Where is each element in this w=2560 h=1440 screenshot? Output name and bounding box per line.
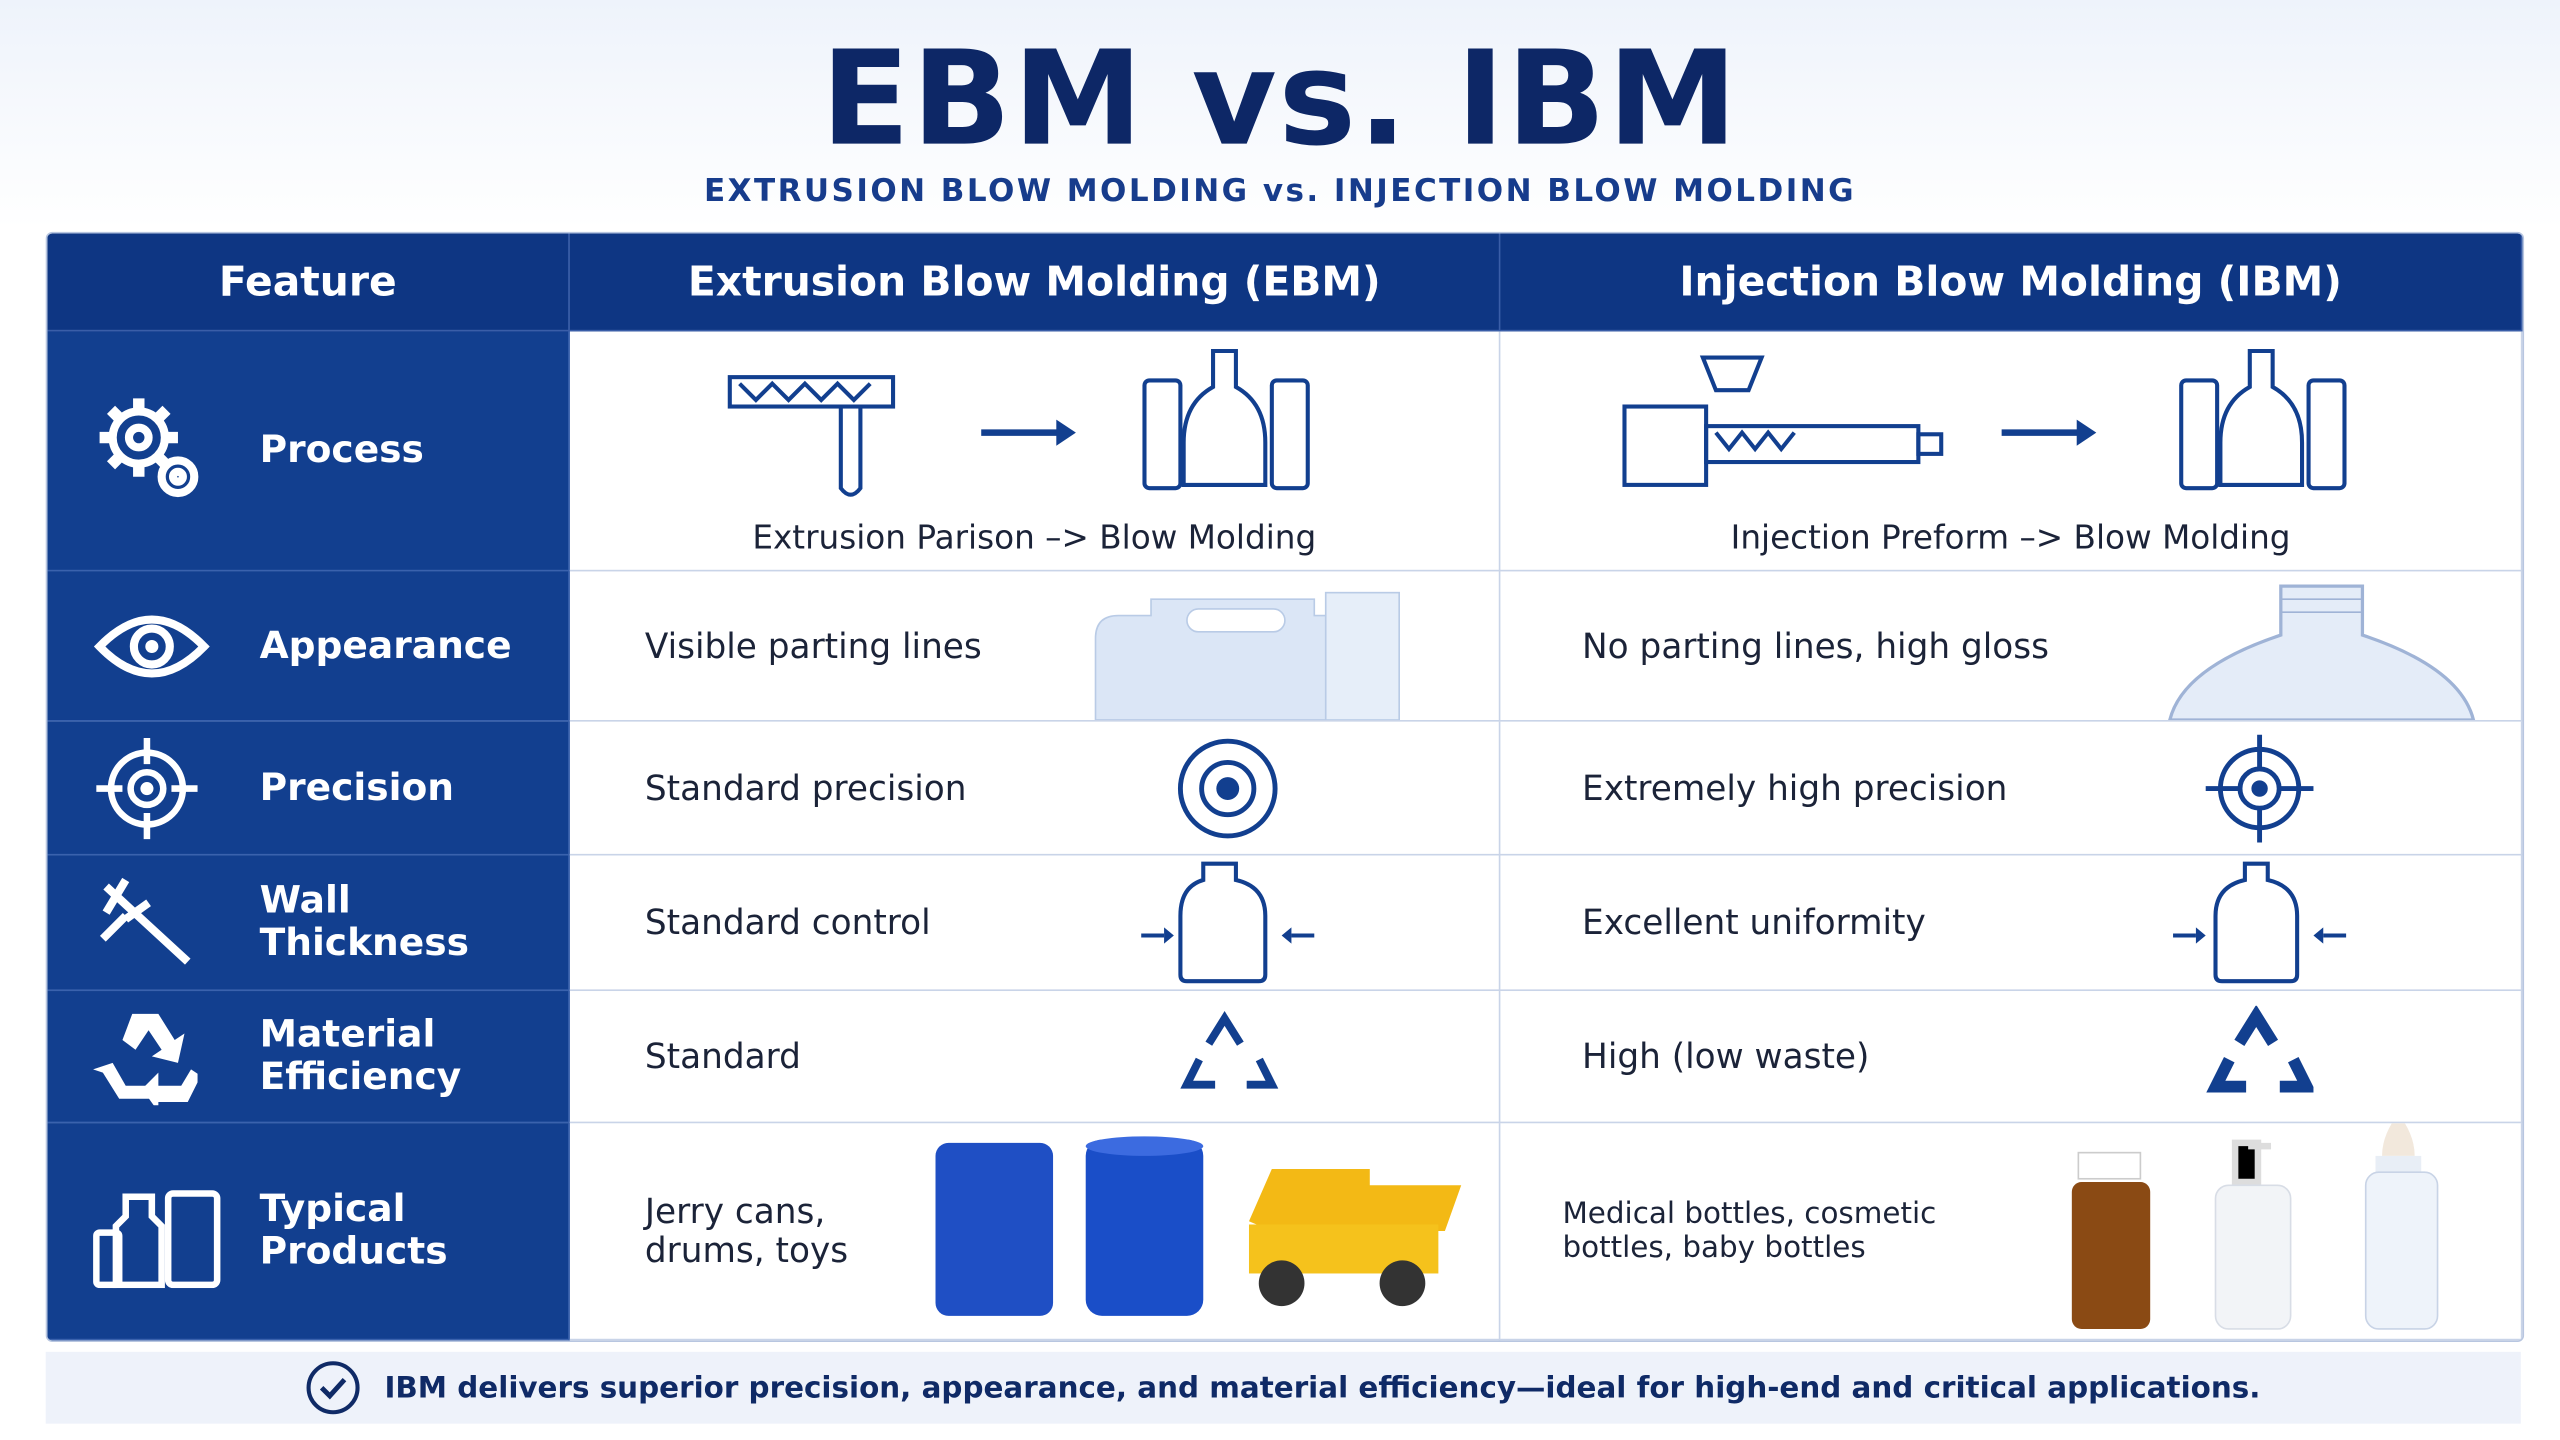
process-caption: Injection Preform –> Blow Molding <box>1730 517 2291 557</box>
feature-label: Wall Thickness <box>259 879 469 965</box>
recycle-icon <box>93 1013 198 1106</box>
process-caption: Extrusion Parison –> Blow Molding <box>752 517 1317 557</box>
feature-cell: Typical Products <box>47 1123 570 1341</box>
ebm-process-diagram <box>727 348 1310 497</box>
ibm-cell: Extremely high precision <box>1500 721 2523 856</box>
bottle-image <box>2168 584 2476 720</box>
cell-text: Visible parting lines <box>644 626 982 666</box>
title: EBM vs. IBM <box>820 22 1740 175</box>
cell-text: Standard precision <box>644 768 967 808</box>
ibm-cell: Injection Preform –> Blow Molding <box>1500 331 2523 572</box>
feature-label: Precision <box>259 766 455 809</box>
ebm-cell: Standard <box>569 991 1501 1124</box>
feature-label: Process <box>259 429 424 472</box>
footer-note: IBM delivers superior precision, appeara… <box>45 1351 2521 1424</box>
cell-text: Excellent uniformity <box>1582 902 1926 943</box>
column-header: Feature <box>47 233 570 332</box>
jerrycan-image <box>1094 591 1400 720</box>
footer-text: IBM delivers superior precision, appeara… <box>384 1370 2261 1405</box>
cell-text: Extremely high precision <box>1582 768 2008 808</box>
cell-text: High (low waste) <box>1582 1036 1870 1076</box>
wall-thickness-icon <box>1141 861 1315 984</box>
feature-cell: Precision <box>47 721 570 856</box>
feature-cell: Material Efficiency <box>47 991 570 1124</box>
ibm-cell: Excellent uniformity <box>1500 855 2523 992</box>
eye-icon <box>93 614 210 677</box>
products-icon <box>93 1190 221 1289</box>
ebm-cell: Visible parting lines <box>569 571 1501 722</box>
ibm-cell: Medical bottles, cosmetic bottles, baby … <box>1500 1123 2523 1341</box>
ibm-process-diagram <box>1622 348 2347 491</box>
gear-icon <box>99 398 199 498</box>
ebm-cell: Standard control <box>569 855 1501 992</box>
column-header: Extrusion Blow Molding (EBM) <box>569 233 1501 332</box>
caliper-icon <box>99 877 191 965</box>
feature-cell: Process <box>47 331 570 572</box>
cell-text: No parting lines, high gloss <box>1582 626 2049 666</box>
ebm-cell: Jerry cans, drums, toys <box>569 1123 1501 1341</box>
recycle-icon <box>2206 1005 2314 1093</box>
cell-text: Standard <box>644 1036 801 1076</box>
check-icon <box>307 1361 361 1415</box>
ebm-products-image <box>935 1136 1462 1316</box>
feature-label: Material Efficiency <box>259 1013 462 1099</box>
cell-text: Jerry cans, drums, toys <box>644 1191 849 1271</box>
ebm-cell: Extrusion Parison –> Blow Molding <box>569 331 1501 572</box>
ibm-cell: High (low waste) <box>1500 991 2523 1124</box>
feature-label: Typical Products <box>259 1188 448 1274</box>
ibm-products-image <box>2071 1123 2439 1330</box>
target-icon <box>96 737 198 839</box>
feature-cell: Appearance <box>47 571 570 722</box>
ebm-cell: Standard precision <box>569 721 1501 856</box>
target-icon <box>1177 737 1278 838</box>
column-header: Injection Blow Molding (IBM) <box>1500 233 2523 332</box>
cell-text: Standard control <box>644 902 931 943</box>
wall-thickness-icon <box>2173 861 2347 984</box>
crosshair-icon <box>2205 733 2314 842</box>
feature-label: Appearance <box>259 624 512 667</box>
ibm-cell: No parting lines, high gloss <box>1500 571 2523 722</box>
comparison-table: Feature Extrusion Blow Molding (EBM) Inj… <box>45 231 2525 1343</box>
feature-cell: Wall Thickness <box>47 855 570 992</box>
cell-text: Medical bottles, cosmetic bottles, baby … <box>1562 1196 1937 1266</box>
subtitle: EXTRUSION BLOW MOLDING vs. INJECTION BLO… <box>703 173 1857 209</box>
recycle-icon <box>1180 1011 1279 1089</box>
